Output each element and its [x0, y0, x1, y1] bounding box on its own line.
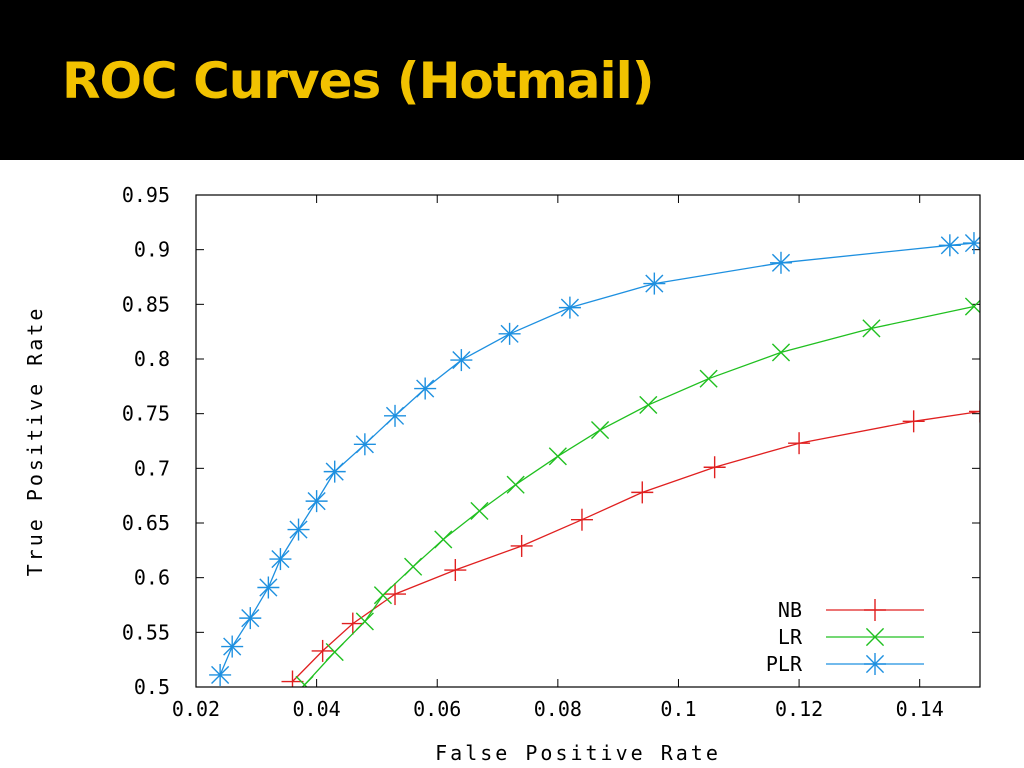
y-tick-label: 0.55 [122, 620, 170, 644]
legend-marker [864, 599, 886, 621]
y-tick-label: 0.5 [134, 675, 170, 699]
series-plr [209, 232, 980, 686]
data-point-lr [771, 343, 791, 362]
data-point-lr [470, 501, 489, 521]
title-bar: ROC Curves (Hotmail) [0, 0, 1024, 160]
series-lr [295, 297, 980, 687]
data-point-plr [239, 607, 262, 630]
series-line-nb [292, 410, 980, 682]
y-tick-label: 0.65 [122, 511, 170, 535]
data-point-lr [404, 557, 423, 576]
data-point-plr [269, 548, 292, 571]
data-point-plr [384, 404, 407, 427]
plot-frame [195, 194, 981, 688]
legend-label: NB [778, 598, 802, 622]
data-point-lr [506, 475, 525, 494]
data-point-lr [862, 319, 881, 338]
data-point-plr [414, 377, 437, 400]
data-point-nb [444, 559, 467, 582]
x-tick-label: 0.1 [660, 697, 696, 721]
data-point-lr [590, 420, 610, 440]
data-point-plr [938, 234, 961, 257]
data-point-nb [384, 583, 407, 606]
data-point-nb [703, 456, 726, 479]
y-tick-label: 0.6 [134, 566, 170, 590]
y-tick-label: 0.9 [134, 238, 170, 262]
y-axis-label: True Positive Rate [23, 306, 47, 577]
series-line-plr [219, 242, 975, 676]
series-nb [281, 400, 980, 687]
data-point-lr [355, 612, 374, 631]
y-tick-label: 0.75 [122, 402, 170, 426]
data-point-plr [323, 460, 346, 483]
data-point-nb [281, 670, 304, 687]
legend: NB LR PLR [766, 598, 924, 676]
legend-item-plr: PLR [766, 652, 924, 676]
data-point-plr [450, 349, 473, 372]
x-tick-label: 0.08 [534, 697, 582, 721]
data-point-plr [257, 576, 280, 599]
data-point-plr [209, 663, 232, 686]
legend-label: PLR [766, 652, 803, 676]
data-point-lr [639, 395, 658, 414]
data-point-plr [287, 518, 310, 541]
data-point-plr [769, 251, 792, 274]
data-point-nb [788, 432, 811, 455]
data-point-plr [498, 322, 521, 345]
plot-panel: 0.02 0.04 0.06 0.08 0.1 0.12 0.14 0.5 0.55 0.6 0.6… [0, 160, 1024, 768]
x-tick-label: 0.04 [293, 697, 341, 721]
roc-chart: 0.02 0.04 0.06 0.08 0.1 0.12 0.14 0.5 0.55 0.6 0.6… [23, 183, 981, 765]
x-axis-label: False Positive Rate [435, 741, 721, 765]
data-point-plr [643, 272, 666, 295]
data-point-lr [295, 675, 314, 687]
legend-item-lr: LR [778, 625, 924, 649]
data-point-plr [353, 433, 376, 456]
data-point-nb [341, 612, 364, 635]
y-tick-label: 0.7 [134, 456, 170, 480]
data-point-nb [902, 410, 925, 433]
x-tick-label: 0.06 [413, 697, 461, 721]
y-tick-label: 0.8 [134, 347, 170, 371]
data-point-plr [221, 635, 244, 658]
y-tick-label: 0.95 [122, 183, 170, 207]
legend-item-nb: NB [778, 598, 924, 622]
series-line-lr [304, 305, 975, 686]
data-point-lr [548, 447, 567, 466]
slide-title: ROC Curves (Hotmail) [62, 52, 655, 110]
x-tick-label: 0.02 [172, 697, 220, 721]
x-tick-label: 0.12 [775, 697, 823, 721]
data-point-plr [558, 296, 581, 319]
data-point-nb [510, 534, 533, 557]
data-point-nb [969, 400, 980, 423]
legend-marker [865, 627, 885, 647]
data-point-lr [373, 586, 393, 605]
legend-marker [864, 653, 886, 675]
data-point-nb [311, 639, 334, 662]
data-point-lr [434, 530, 453, 549]
legend-label: LR [778, 625, 803, 649]
data-point-lr [325, 642, 344, 662]
data-point-plr [962, 232, 980, 255]
x-tick-label: 0.14 [896, 697, 944, 721]
data-point-nb [631, 481, 654, 504]
y-tick-label: 0.85 [122, 292, 170, 316]
data-point-lr [699, 369, 718, 388]
data-point-plr [305, 490, 328, 513]
data-point-nb [570, 508, 593, 531]
